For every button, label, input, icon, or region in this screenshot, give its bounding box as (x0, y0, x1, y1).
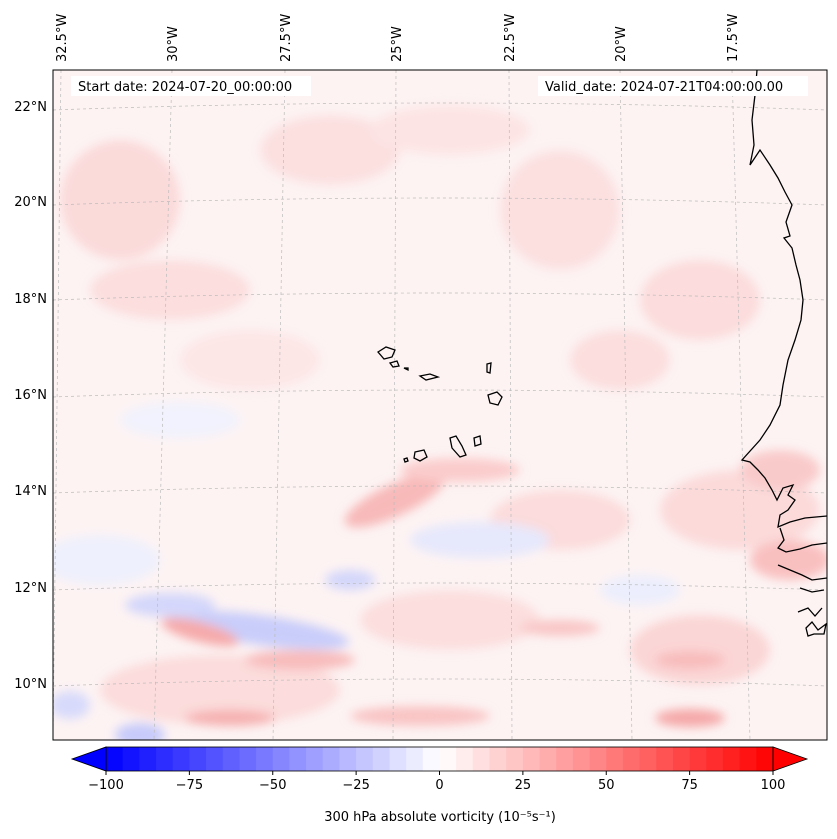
map-panel: Start date: 2024-07-20_00:00:00 Valid_da… (52, 69, 828, 741)
island-maio (473, 435, 482, 447)
colorbar-cell (206, 747, 224, 771)
colorbar-cell (189, 747, 207, 771)
guinea-coast (777, 527, 827, 637)
colorbar-label: 300 hPa absolute vorticity (10⁻⁵s⁻¹) (324, 810, 556, 825)
lon-label: 30°W (166, 26, 181, 62)
colorbar-cell (606, 747, 624, 771)
lat-label: 14°N (14, 484, 47, 499)
lat-label: 16°N (14, 388, 47, 403)
latitude-labels: 22°N 20°N 18°N 16°N 14°N 12°N 10°N (14, 100, 47, 692)
lat-label: 10°N (14, 677, 47, 692)
colorbar-cell (572, 747, 591, 771)
colorbar-cells (106, 747, 774, 771)
colorbar-tick-label: 0 (435, 778, 443, 793)
lon-label: 22.5°W (503, 14, 518, 62)
colorbar-cell (439, 747, 457, 771)
island-sao-vicente (388, 360, 400, 368)
colorbar-tick-label: 25 (515, 778, 532, 793)
lat-label: 20°N (14, 195, 47, 210)
colorbar-cell (106, 747, 124, 771)
colorbar-tick-label: 50 (598, 778, 615, 793)
lat-label: 18°N (14, 292, 47, 307)
colorbar-cell (656, 747, 674, 771)
colorbar-cell (589, 747, 607, 771)
island-sal (486, 362, 492, 374)
lon-label: 17.5°W (726, 14, 741, 62)
colorbar-cell (322, 747, 341, 771)
colorbar-cell (406, 747, 424, 771)
lon-label: 27.5°W (279, 14, 294, 62)
colorbar-cell (172, 747, 190, 771)
colorbar-cell (756, 747, 774, 771)
colorbar-cell (639, 747, 657, 771)
island-fogo (413, 449, 428, 462)
valid-date-box: Valid_date: 2024-07-21T04:00:00.00 (538, 76, 808, 96)
gridlines (53, 70, 827, 740)
island-sao-nicolau (418, 373, 441, 381)
island-santa-luzia (403, 367, 409, 372)
colorbar-cell (272, 747, 291, 771)
colorbar-cell (122, 747, 140, 771)
lat-label: 12°N (14, 581, 47, 596)
lon-label: 32.5°W (55, 14, 70, 62)
island-santiago (449, 435, 467, 458)
colorbar-cell (672, 747, 691, 771)
colorbar-low-extend (70, 746, 107, 772)
colorbar-cell (389, 747, 407, 771)
colorbar-cell (289, 747, 307, 771)
colorbar-tick-label: 75 (681, 778, 698, 793)
colorbar-cell (156, 747, 174, 771)
colorbar-cell (722, 747, 741, 771)
start-date-box: Start date: 2024-07-20_00:00:00 (71, 76, 311, 96)
lon-label: 25°W (390, 26, 405, 62)
vorticity-field (53, 105, 827, 740)
colorbar-cell (506, 747, 524, 771)
colorbar-tick-label: 100 (761, 778, 786, 793)
colorbar-cell (339, 747, 357, 771)
colorbar-cell (139, 747, 157, 771)
lat-label: 22°N (14, 100, 47, 115)
valid-date-label: Valid_date: 2024-07-21T04:00:00.00 (545, 80, 783, 95)
colorbar-cell (372, 747, 391, 771)
colorbar-cell (489, 747, 507, 771)
colorbar-cell (422, 747, 441, 771)
colorbar-cell (539, 747, 557, 771)
colorbar-cell (256, 747, 274, 771)
colorbar-ticks: −100 −75 −50 −25 0 25 50 75 100 (88, 771, 785, 793)
colorbar-cell (706, 747, 724, 771)
colorbar-cell (556, 747, 574, 771)
colorbar-tick-label: −50 (259, 778, 286, 793)
colorbar-cell (456, 747, 474, 771)
africa-coastline (740, 70, 827, 529)
colorbar-tick-label: −75 (176, 778, 203, 793)
map-frame (52, 69, 828, 741)
colorbar-cell (222, 747, 241, 771)
colorbar-cell (472, 747, 491, 771)
colorbar-cell (739, 747, 757, 771)
longitude-labels: 32.5°W 30°W 27.5°W 25°W 22.5°W 20°W 17.5… (55, 14, 741, 62)
island-santo-antao (377, 346, 396, 360)
start-date-label: Start date: 2024-07-20_00:00:00 (78, 80, 292, 95)
colorbar-cell (622, 747, 641, 771)
colorbar-cell (306, 747, 324, 771)
colorbar-cell (356, 747, 374, 771)
colorbar-tick-label: −25 (342, 778, 369, 793)
colorbar-cell (239, 747, 257, 771)
colorbar-cell (522, 747, 541, 771)
colorbar-tick-label: −100 (88, 778, 124, 793)
colorbar-high-extend (772, 746, 809, 772)
island-boa-vista (487, 391, 503, 406)
colorbar-cell (689, 747, 707, 771)
lon-label: 20°W (614, 26, 629, 62)
island-brava (403, 457, 409, 463)
colorbar: −100 −75 −50 −25 0 25 50 75 100 300 hPa absolute… (70, 746, 809, 825)
coastline (377, 70, 827, 637)
